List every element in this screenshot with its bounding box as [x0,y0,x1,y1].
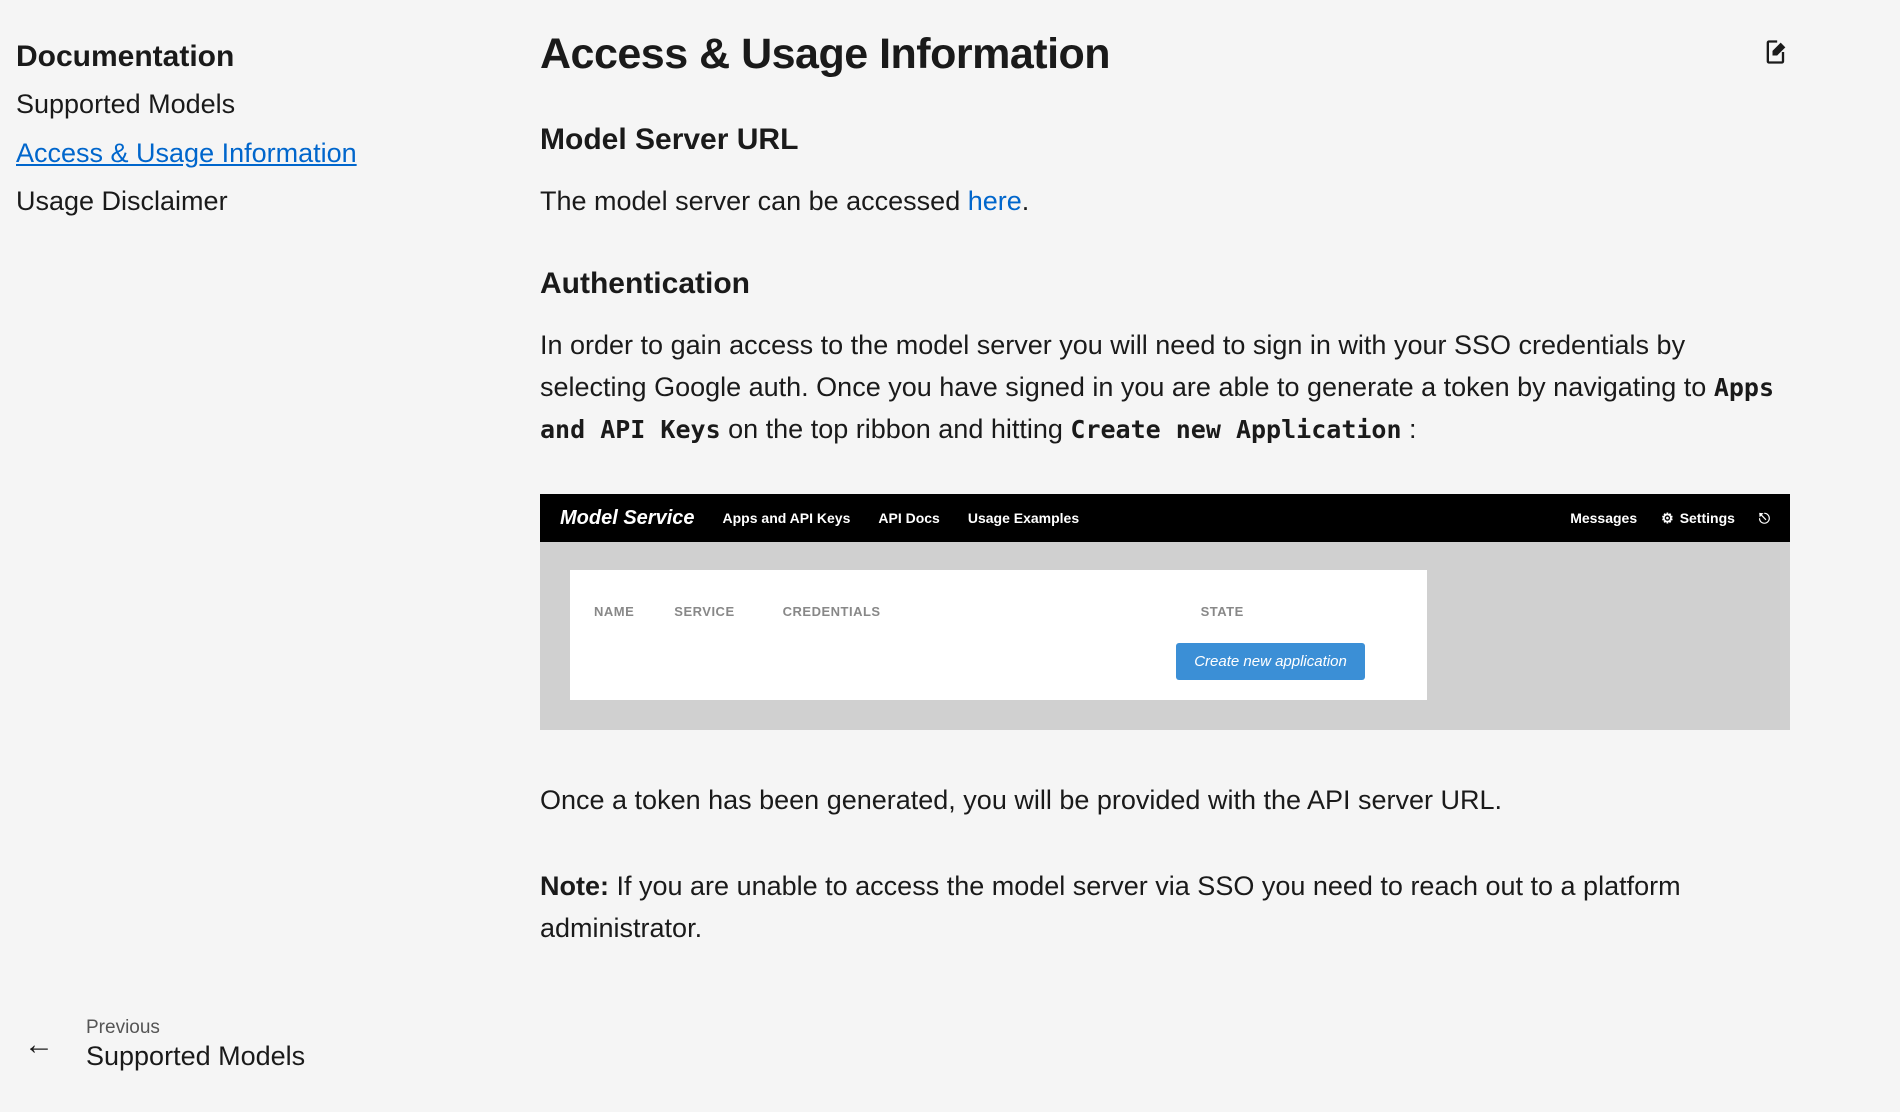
previous-page-nav[interactable]: ← Previous Supported Models [16,1005,490,1112]
embed-settings: ⚙ Settings [1661,510,1735,527]
text-fragment: The model server can be accessed [540,186,968,216]
embed-brand: Model Service [560,507,695,530]
sidebar-item-usage-disclaimer[interactable]: Usage Disclaimer [16,181,490,222]
arrow-left-icon: ← [24,1030,54,1060]
col-state: STATE [1201,604,1244,619]
authentication-note: Note: If you are unable to access the mo… [540,866,1790,950]
page-title: Access & Usage Information [540,30,1110,79]
authentication-para-2: Once a token has been generated, you wil… [540,780,1790,822]
embed-nav-apps: Apps and API Keys [723,510,851,526]
section-heading-model-server-url: Model Server URL [540,123,1790,157]
edit-page-icon[interactable] [1762,38,1790,71]
code-create-new-application: Create new Application [1070,415,1401,444]
text-fragment: . [1022,186,1030,216]
embedded-screenshot: Model Service Apps and API Keys API Docs… [540,494,1790,730]
previous-title: Supported Models [86,1041,305,1072]
note-label: Note: [540,871,609,901]
create-new-application-button: Create new application [1176,643,1365,680]
text-fragment: In order to gain access to the model ser… [540,330,1714,402]
previous-page-meta: Previous Supported Models [86,1017,305,1072]
text-fragment: : [1402,414,1417,444]
previous-label: Previous [86,1017,305,1039]
col-service: SERVICE [674,604,734,619]
sidebar-item-supported-models[interactable]: Supported Models [16,84,490,125]
settings-gear-icon: ⚙ [1661,510,1674,527]
embed-column-headers: NAME SERVICE CREDENTIALS STATE [590,604,1407,619]
embed-body: NAME SERVICE CREDENTIALS STATE Create ne… [540,542,1790,730]
col-credentials: CREDENTIALS [783,604,881,619]
embed-panel: NAME SERVICE CREDENTIALS STATE Create ne… [570,570,1427,700]
sidebar-item-access-usage[interactable]: Access & Usage Information [16,133,490,174]
sidebar-title: Documentation [16,40,490,74]
authentication-para-1: In order to gain access to the model ser… [540,325,1790,451]
note-text: If you are unable to access the model se… [540,871,1681,943]
col-name: NAME [594,604,634,619]
embed-settings-label: Settings [1680,510,1735,526]
embed-nav-usage-examples: Usage Examples [968,510,1079,526]
here-link[interactable]: here [968,186,1022,216]
embed-top-bar: Model Service Apps and API Keys API Docs… [540,494,1790,542]
sidebar-spacer [16,230,490,1006]
model-server-url-text: The model server can be accessed here. [540,181,1790,223]
embed-nav-api-docs: API Docs [878,510,939,526]
text-fragment: on the top ribbon and hitting [721,414,1071,444]
embed-button-row: Create new application [590,643,1407,680]
embed-messages: Messages [1570,510,1637,526]
logout-icon: ⎋ [1759,510,1770,527]
main-header: Access & Usage Information [540,30,1790,79]
page-root: Documentation Supported Models Access & … [0,0,1900,1112]
sidebar: Documentation Supported Models Access & … [0,30,510,1112]
main-content: Access & Usage Information Model Server … [510,30,1850,1112]
section-heading-authentication: Authentication [540,267,1790,301]
